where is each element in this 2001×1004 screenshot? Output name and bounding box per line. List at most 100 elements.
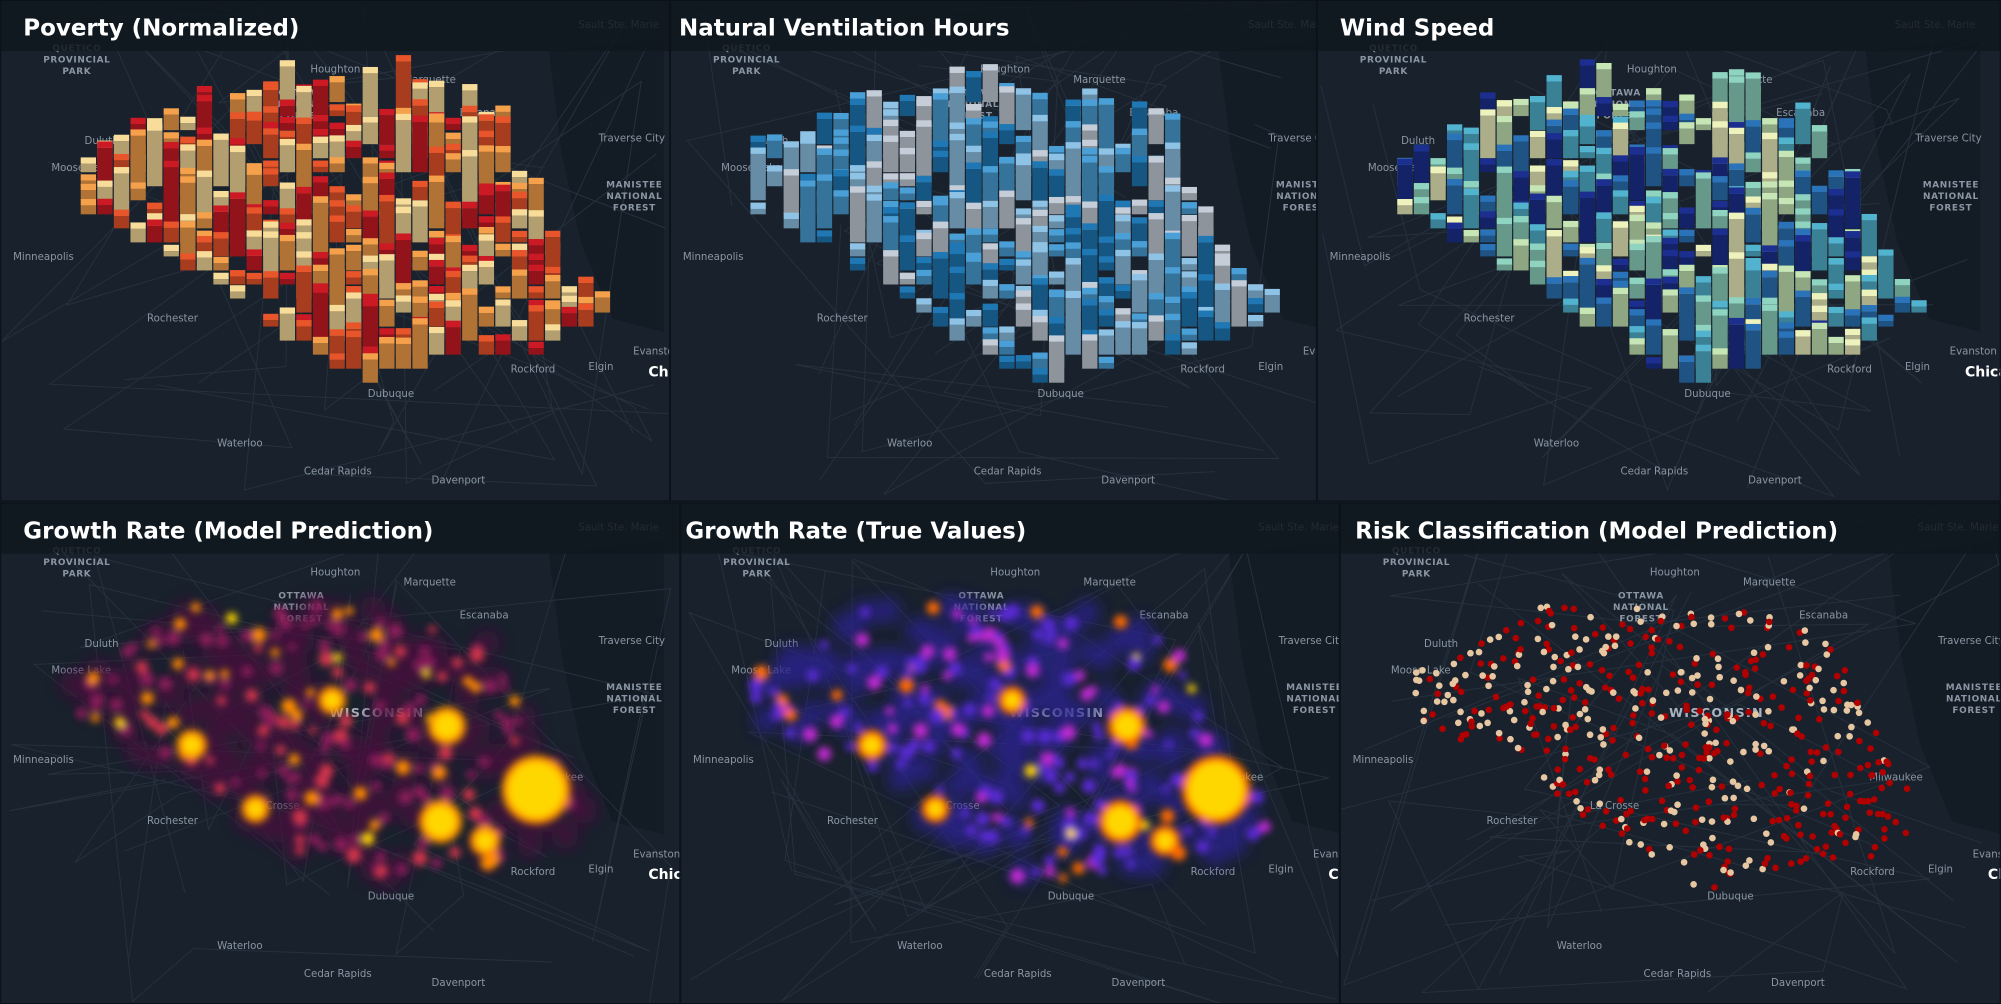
risk-point: [1559, 696, 1567, 704]
extrusion-top: [883, 182, 899, 189]
extrusion-side: [495, 222, 511, 243]
extrusion-top: [246, 114, 262, 121]
extrusion-side: [147, 130, 163, 187]
heat-spot: [369, 627, 384, 643]
risk-point: [1606, 672, 1613, 680]
extrusion-top: [1861, 317, 1877, 324]
extrusion-top: [1762, 192, 1778, 200]
extrusion-top: [783, 141, 799, 148]
extrusion-top: [329, 135, 345, 142]
extrusion-side: [1198, 316, 1214, 341]
extrusion-side: [1513, 105, 1529, 117]
extrusion-top: [180, 116, 196, 124]
extrusion-top: [982, 121, 998, 128]
risk-point: [1745, 708, 1753, 716]
extrusion-top: [866, 185, 882, 193]
heat-spot: [817, 746, 832, 761]
extrusion-top: [1662, 237, 1678, 245]
heat-spot: [513, 716, 523, 726]
heat-spot: [158, 745, 172, 760]
risk-point: [1581, 699, 1589, 706]
extrusion-top: [916, 200, 932, 208]
extrusion-side: [767, 171, 783, 187]
heat-spot: [332, 666, 344, 678]
risk-point: [1450, 696, 1457, 704]
extrusion-top: [229, 112, 246, 119]
risk-point: [1582, 636, 1590, 643]
extrusion-top: [578, 276, 594, 284]
risk-point: [1629, 674, 1637, 681]
risk-point: [1840, 687, 1848, 695]
extrusion-side: [263, 320, 279, 327]
extrusion-side: [362, 359, 378, 383]
extrusion-top: [783, 212, 799, 220]
heat-spot: [353, 786, 368, 801]
panel-title: Natural Ventilation Hours: [679, 16, 1010, 42]
heat-spot: [1060, 724, 1076, 740]
risk-point: [1803, 677, 1810, 685]
extrusion-side: [1695, 251, 1712, 257]
extrusion-top: [1712, 309, 1728, 316]
place-label: Cedar Rapids: [304, 467, 372, 478]
extrusion-side: [849, 132, 866, 173]
extrusion-top: [246, 163, 262, 170]
heat-spot: [1178, 671, 1187, 680]
heat-spot: [374, 646, 391, 662]
extrusion-side: [296, 326, 312, 341]
extrusion-top: [80, 174, 97, 181]
road: [1372, 48, 1857, 415]
place-label: Duluth: [1401, 136, 1435, 147]
risk-point: [1543, 640, 1550, 648]
extrusion-top: [1612, 258, 1629, 266]
extrusion-top: [346, 244, 362, 252]
extrusion-top: [1629, 111, 1645, 118]
extrusion-top: [147, 118, 163, 125]
risk-point: [1686, 776, 1694, 784]
extrusion-side: [395, 289, 412, 299]
extrusion-top: [1728, 212, 1745, 220]
risk-point: [1813, 749, 1821, 756]
extrusion-top: [1646, 88, 1662, 95]
extrusion-side: [1712, 235, 1728, 271]
extrusion-top: [1563, 170, 1579, 178]
extrusion-side: [1778, 271, 1795, 313]
extrusion-top: [1579, 191, 1595, 199]
place-label: Rochester: [827, 816, 879, 827]
heat-spot: [1025, 663, 1040, 678]
extrusion-top: [561, 295, 577, 303]
extrusion-side: [229, 152, 246, 201]
heat-spot: [324, 692, 340, 709]
heat-blob: [552, 823, 579, 850]
risk-point: [1583, 778, 1591, 786]
risk-point: [1696, 707, 1704, 715]
extrusion-top: [329, 248, 345, 255]
extrusion-top: [1032, 150, 1048, 157]
heat-spot: [1040, 752, 1054, 766]
road: [1561, 556, 1982, 955]
extrusion-side: [213, 139, 229, 187]
extrusion-top: [312, 79, 329, 87]
extrusion-top: [800, 137, 816, 144]
risk-point: [1657, 617, 1665, 625]
extrusion-side: [1828, 264, 1844, 285]
risk-point: [1626, 625, 1634, 633]
extrusion-side: [279, 145, 296, 173]
heat-blob: [415, 634, 441, 660]
extrusion-top: [1579, 114, 1595, 122]
extrusion-top: [1579, 165, 1595, 172]
risk-point: [1609, 736, 1616, 744]
extrusion-top: [1845, 251, 1861, 258]
risk-point: [1708, 681, 1716, 689]
extrusion-side: [916, 182, 932, 201]
place-label: Rochester: [1464, 313, 1516, 324]
place-label: PARK: [1402, 570, 1431, 580]
heat-blob: [387, 662, 414, 688]
extrusion-top: [1082, 201, 1098, 208]
place-label: FOREST: [1952, 706, 1995, 716]
extrusion-side: [97, 186, 113, 201]
extrusion-top: [1828, 283, 1844, 291]
extrusion-top: [1745, 196, 1761, 203]
heat-spot: [247, 801, 264, 817]
extrusion-top: [428, 286, 445, 293]
extrusion-top: [849, 172, 866, 180]
